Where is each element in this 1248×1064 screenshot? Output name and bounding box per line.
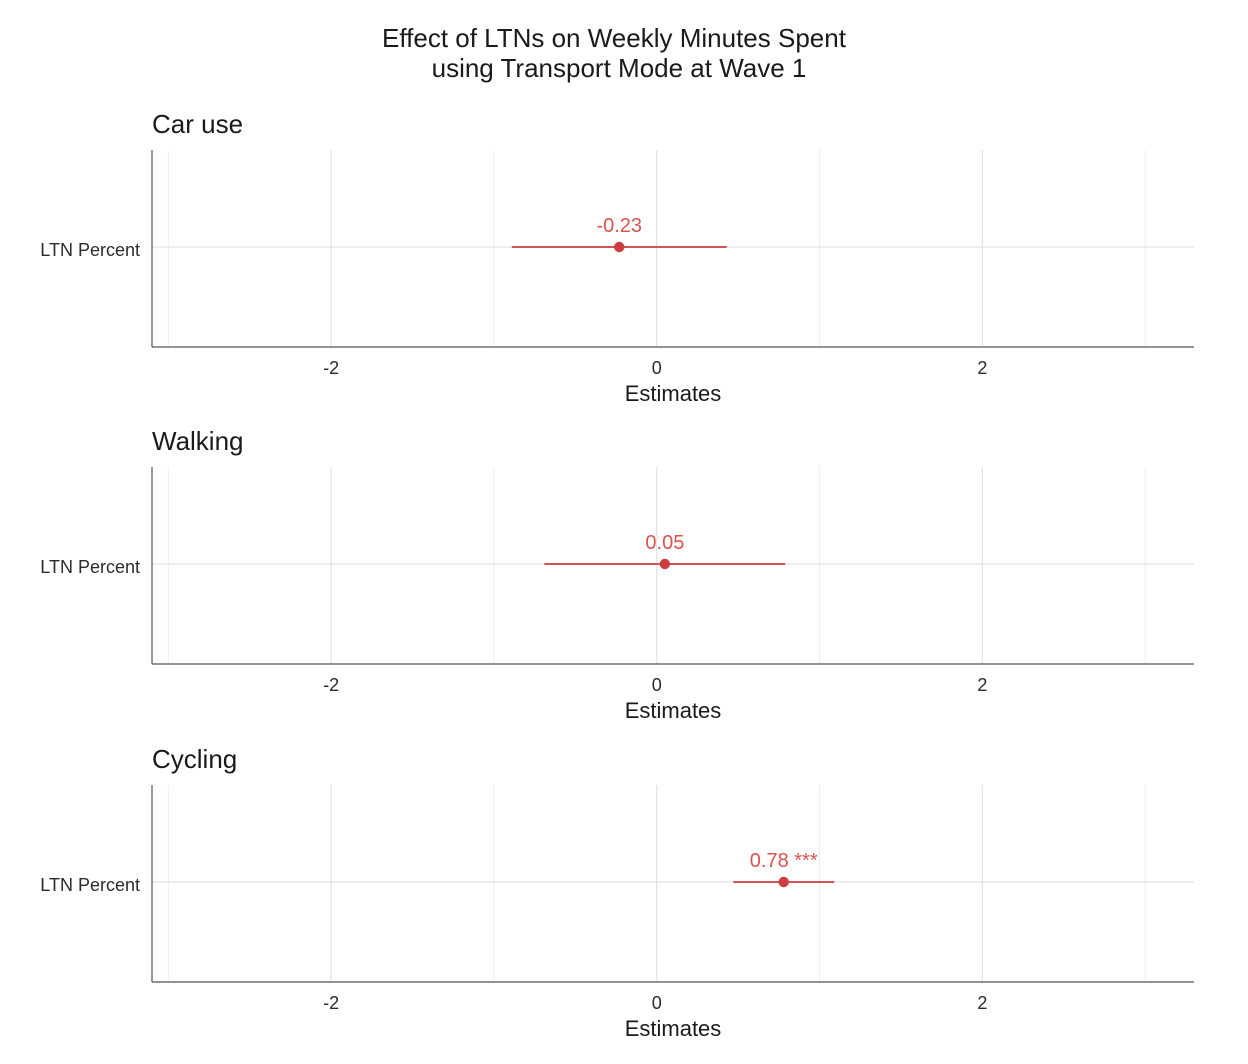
x-tick-label: 0 (652, 993, 662, 1013)
chart-title-line-2: using Transport Mode at Wave 1 (432, 53, 807, 83)
y-tick-label: LTN Percent (40, 875, 140, 895)
x-tick-label: -2 (323, 993, 339, 1013)
x-tick-label: 2 (977, 993, 987, 1013)
estimate-point (659, 558, 671, 570)
estimate-point (614, 241, 625, 253)
estimate-label: 0.05 (645, 532, 684, 554)
chart-title-line-1: Effect of LTNs on Weekly Minutes Spent (382, 23, 847, 53)
panel-3: Cycling -2 0 2 Estimates LTN Percent 0.78 *** (40, 744, 1194, 1041)
panel-1: Car use -2 0 2 Estimates LTN Percent -0.23 (40, 109, 1194, 406)
estimate-label: 0.78 *** (750, 850, 818, 872)
x-tick-label: 0 (652, 675, 662, 695)
x-tick-label: 0 (652, 358, 662, 378)
panel-title: Car use (152, 109, 243, 139)
x-tick-label: -2 (323, 358, 339, 378)
y-tick-label: LTN Percent (40, 557, 140, 577)
x-tick-label: -2 (323, 675, 339, 695)
x-axis-title: Estimates (625, 698, 722, 723)
y-tick-label: LTN Percent (40, 240, 140, 260)
panel-2: Walking -2 0 2 Estimates LTN Percent 0.05 (40, 426, 1194, 723)
estimate-point (778, 876, 789, 888)
panels-group: Car use -2 0 2 Estimates LTN Percent -0.23 Walk… (40, 109, 1194, 1041)
x-axis-title: Estimates (625, 1016, 722, 1041)
x-tick-label: 2 (977, 675, 987, 695)
x-tick-label: 2 (977, 358, 987, 378)
panel-title: Cycling (152, 744, 237, 774)
panel-title: Walking (152, 426, 244, 456)
estimate-label: -0.23 (596, 215, 642, 237)
x-axis-title: Estimates (625, 381, 722, 406)
